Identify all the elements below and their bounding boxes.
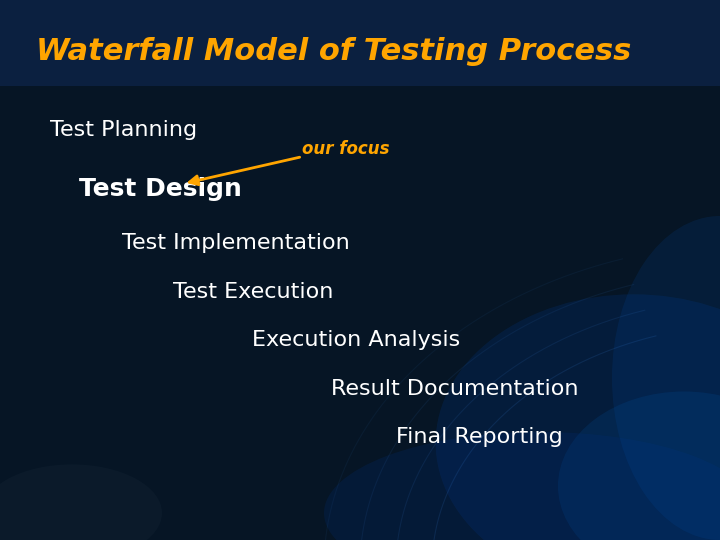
FancyBboxPatch shape	[0, 0, 720, 86]
Text: our focus: our focus	[302, 139, 390, 158]
Text: Execution Analysis: Execution Analysis	[252, 330, 460, 350]
Ellipse shape	[558, 392, 720, 540]
Ellipse shape	[612, 216, 720, 540]
Ellipse shape	[324, 432, 720, 540]
Text: Test Planning: Test Planning	[50, 119, 197, 140]
Text: Result Documentation: Result Documentation	[331, 379, 579, 399]
Text: Final Reporting: Final Reporting	[396, 427, 563, 448]
Ellipse shape	[436, 294, 720, 540]
Text: Test Design: Test Design	[79, 177, 242, 201]
Text: Test Execution: Test Execution	[173, 281, 333, 302]
Text: Waterfall Model of Testing Process: Waterfall Model of Testing Process	[36, 37, 631, 66]
Text: Test Implementation: Test Implementation	[122, 233, 350, 253]
Ellipse shape	[0, 464, 162, 540]
